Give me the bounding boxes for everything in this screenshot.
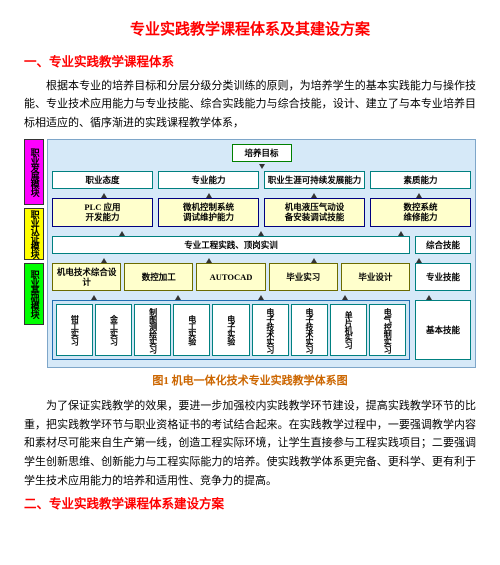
- row-1: 职业态度专业能力职业生涯可持续发展能力素质能力: [52, 171, 471, 189]
- node: 数控加工: [124, 263, 193, 291]
- figure-caption: 图1 机电一体化技术专业实践教学体系图: [24, 372, 476, 391]
- node: 金工实习: [95, 304, 132, 356]
- node: AUTOCAD: [196, 263, 265, 291]
- node: 电子技术实习: [291, 304, 328, 356]
- row-2: PLC 应用 开发能力微机控制系统 调试维护能力机电液压气动设 备安装调试技能数…: [52, 198, 471, 226]
- node: 电子技术实习: [252, 304, 289, 356]
- node: 单片机实习: [330, 304, 367, 356]
- node: 电气控制实习: [369, 304, 406, 356]
- diagram: 职业发展模块 职业认证模块 职业基础模块 培养目标 职业态度专业能力职业生涯可持…: [24, 139, 476, 368]
- row-4: 机电技术综合设计数控加工AUTOCAD毕业实习毕业设计 专业技能: [52, 263, 471, 291]
- node: 专业能力: [158, 171, 259, 189]
- node: 职业态度: [52, 171, 153, 189]
- node: 毕业实习: [269, 263, 338, 291]
- node: 素质能力: [370, 171, 471, 189]
- paragraph-2: 为了保证实践教学的效果，要进一步加强校内实践教学环节建设，提高实践教学环节的比重…: [24, 397, 476, 490]
- node: 电工实验: [173, 304, 210, 356]
- node: 机电液压气动设 备安装调试技能: [264, 198, 365, 226]
- node-practice: 专业工程实践、顶岗实训: [52, 236, 410, 254]
- side-labels: 职业发展模块 职业认证模块 职业基础模块: [24, 139, 44, 368]
- diagram-area: 培养目标 职业态度专业能力职业生涯可持续发展能力素质能力 PLC 应用 开发能力…: [47, 139, 476, 368]
- doc-title: 专业实践教学课程体系及其建设方案: [24, 18, 476, 44]
- row-5: 钳工实习金工实习制图测绘实习电工实验电子实验电子技术实习电子技术实习单片机实习电…: [52, 300, 471, 360]
- node-basic-skill: 基本技能: [415, 300, 471, 360]
- node: 制图测绘实习: [134, 304, 171, 356]
- node: 职业生涯可持续发展能力: [264, 171, 365, 189]
- row-3: 专业工程实践、顶岗实训 综合技能: [52, 236, 471, 254]
- section-2-heading: 二、专业实践教学课程体系建设方案: [24, 494, 476, 515]
- paragraph-1: 根据本专业的培养目标和分层分级分类训练的原则，为培养学生的基本实践能力与操作技能…: [24, 77, 476, 133]
- node: 数控系统 维修能力: [370, 198, 471, 226]
- node: 电子实验: [212, 304, 249, 356]
- side-block-1: 职业发展模块: [24, 139, 44, 205]
- node: 机电技术综合设计: [52, 263, 121, 291]
- node-comp-skill: 综合技能: [415, 236, 471, 254]
- node: 微机控制系统 调试维护能力: [158, 198, 259, 226]
- node: PLC 应用 开发能力: [52, 198, 153, 226]
- node-goal: 培养目标: [232, 144, 292, 162]
- section-1-heading: 一、专业实践教学课程体系: [24, 52, 476, 73]
- side-block-3: 职业基础模块: [24, 263, 44, 325]
- node-pro-skill: 专业技能: [415, 263, 471, 291]
- node: 钳工实习: [56, 304, 93, 356]
- node: 毕业设计: [341, 263, 410, 291]
- side-block-2: 职业认证模块: [24, 208, 44, 260]
